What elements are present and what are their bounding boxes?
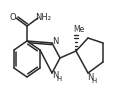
Text: N: N <box>52 71 58 80</box>
Text: NH₂: NH₂ <box>35 12 51 21</box>
Text: N: N <box>87 73 93 82</box>
Text: O: O <box>10 13 16 22</box>
Text: N: N <box>52 37 58 47</box>
Text: H: H <box>56 76 62 82</box>
Text: Me: Me <box>73 25 85 34</box>
Text: H: H <box>91 78 97 84</box>
